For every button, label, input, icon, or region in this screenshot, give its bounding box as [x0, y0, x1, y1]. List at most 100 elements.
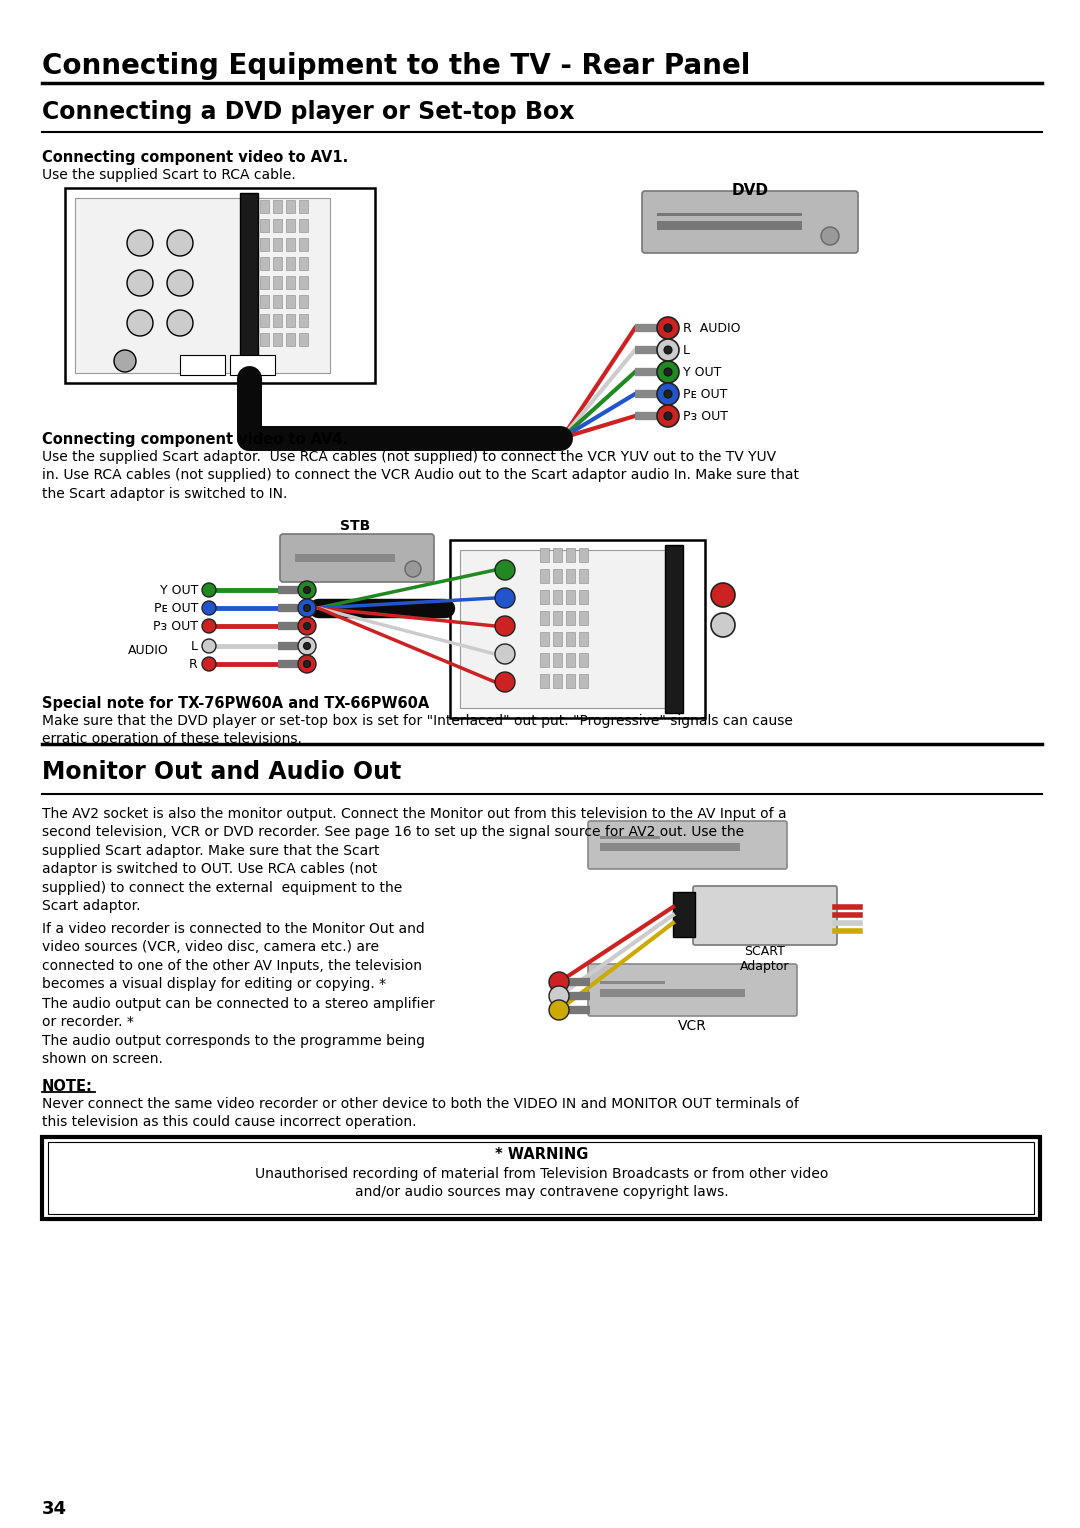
Circle shape — [495, 588, 515, 608]
Circle shape — [202, 584, 216, 597]
Text: Connecting a DVD player or Set-top Box: Connecting a DVD player or Set-top Box — [42, 99, 575, 124]
Bar — [566, 674, 575, 688]
Bar — [579, 611, 588, 625]
Bar — [299, 200, 308, 212]
Bar — [657, 222, 802, 231]
Text: L: L — [683, 344, 690, 356]
Bar — [553, 549, 562, 562]
Text: Use the supplied Scart adaptor.  Use RCA cables (not supplied) to connect the VC: Use the supplied Scart adaptor. Use RCA … — [42, 451, 799, 501]
Bar — [566, 568, 575, 584]
Bar — [566, 611, 575, 625]
Circle shape — [549, 999, 569, 1021]
Bar — [273, 200, 282, 212]
Bar — [260, 333, 269, 345]
Circle shape — [202, 601, 216, 614]
Bar — [286, 219, 295, 232]
Circle shape — [657, 339, 679, 361]
Bar — [260, 257, 269, 270]
Bar — [540, 652, 549, 668]
Bar — [540, 611, 549, 625]
Bar — [657, 212, 802, 215]
Circle shape — [657, 384, 679, 405]
Circle shape — [664, 324, 672, 332]
Circle shape — [495, 643, 515, 665]
Bar — [450, 539, 705, 718]
Circle shape — [303, 605, 311, 611]
Bar — [299, 257, 308, 270]
Circle shape — [114, 350, 136, 371]
Text: Y OUT: Y OUT — [683, 365, 721, 379]
Bar — [75, 199, 330, 373]
Bar — [579, 549, 588, 562]
Circle shape — [202, 657, 216, 671]
Circle shape — [549, 972, 569, 992]
Circle shape — [202, 619, 216, 633]
Bar — [260, 219, 269, 232]
Bar — [566, 590, 575, 604]
Circle shape — [664, 413, 672, 420]
Bar — [260, 313, 269, 327]
FancyBboxPatch shape — [693, 886, 837, 944]
Bar — [273, 257, 282, 270]
Bar — [48, 1141, 1034, 1215]
Text: Pᴈ OUT: Pᴈ OUT — [153, 619, 198, 633]
Bar — [260, 295, 269, 309]
Bar — [579, 568, 588, 584]
Circle shape — [298, 599, 316, 617]
Text: R  AUDIO: R AUDIO — [683, 321, 741, 335]
Bar — [540, 590, 549, 604]
Bar — [273, 333, 282, 345]
Text: The audio output can be connected to a stereo amplifier
or recorder. *
The audio: The audio output can be connected to a s… — [42, 996, 435, 1067]
Circle shape — [495, 616, 515, 636]
Bar — [260, 277, 269, 289]
Bar — [553, 633, 562, 646]
Circle shape — [127, 231, 153, 257]
Text: L: L — [191, 640, 198, 652]
Text: Never connect the same video recorder or other device to both the VIDEO IN and M: Never connect the same video recorder or… — [42, 1097, 799, 1129]
Text: Y OUT: Y OUT — [160, 584, 198, 596]
Bar — [665, 545, 683, 714]
FancyBboxPatch shape — [588, 964, 797, 1016]
Bar — [553, 674, 562, 688]
Text: 34: 34 — [42, 1500, 67, 1517]
Bar — [553, 652, 562, 668]
Circle shape — [202, 639, 216, 652]
Text: Special note for TX-76PW60A and TX-66PW60A: Special note for TX-76PW60A and TX-66PW6… — [42, 695, 429, 711]
Bar — [286, 257, 295, 270]
Bar — [540, 674, 549, 688]
Circle shape — [127, 270, 153, 296]
Bar — [540, 633, 549, 646]
Bar — [180, 354, 225, 374]
Text: VCR: VCR — [677, 1019, 706, 1033]
Circle shape — [711, 584, 735, 607]
Text: R: R — [189, 657, 198, 671]
Bar — [600, 989, 745, 996]
Text: Unauthorised recording of material from Television Broadcasts or from other vide: Unauthorised recording of material from … — [255, 1167, 828, 1199]
Circle shape — [821, 228, 839, 244]
Text: STB: STB — [340, 520, 370, 533]
Circle shape — [657, 405, 679, 426]
Bar — [566, 549, 575, 562]
FancyBboxPatch shape — [588, 821, 787, 869]
Circle shape — [167, 270, 193, 296]
Text: The AV2 socket is also the monitor output. Connect the Monitor out from this tel: The AV2 socket is also the monitor outpu… — [42, 807, 786, 914]
Bar — [273, 295, 282, 309]
Text: SCART
Adaptor: SCART Adaptor — [740, 944, 789, 973]
Bar — [299, 277, 308, 289]
Text: Connecting Equipment to the TV - Rear Panel: Connecting Equipment to the TV - Rear Pa… — [42, 52, 751, 79]
Circle shape — [664, 345, 672, 354]
Bar — [299, 313, 308, 327]
Circle shape — [298, 617, 316, 636]
Bar — [286, 333, 295, 345]
Bar — [230, 354, 275, 374]
Text: NOTE:: NOTE: — [42, 1079, 93, 1094]
Text: Make sure that the DVD player or set-top box is set for "Interlaced" out put. "P: Make sure that the DVD player or set-top… — [42, 714, 793, 746]
Bar — [286, 277, 295, 289]
Circle shape — [127, 310, 153, 336]
Bar — [42, 1137, 1040, 1219]
Circle shape — [657, 361, 679, 384]
Bar — [579, 674, 588, 688]
Circle shape — [167, 310, 193, 336]
Circle shape — [298, 581, 316, 599]
Text: Pᴈ OUT: Pᴈ OUT — [683, 410, 728, 423]
